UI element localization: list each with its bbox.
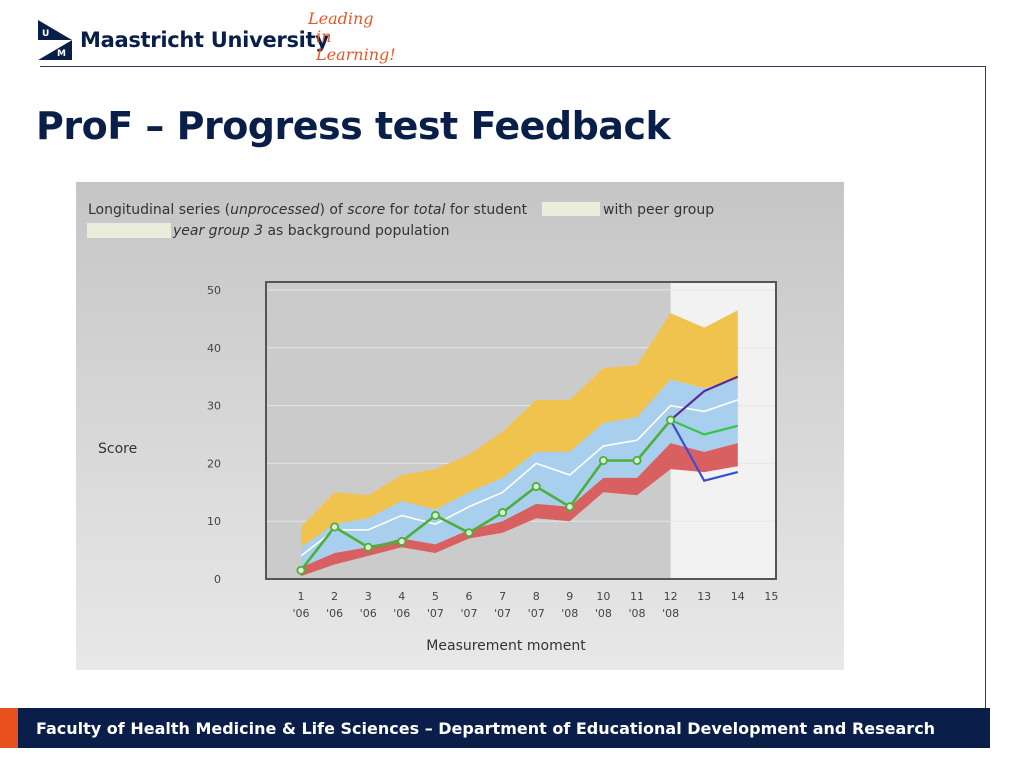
caption-text: unprocessed [230,202,319,218]
x-tick-year-label: '06 [292,607,309,620]
projection-line-green [670,419,739,436]
x-tick-label: 4 [398,590,405,603]
caption-text: for [385,202,413,218]
band-upper-quartile [301,310,738,548]
caption-text: for student [445,202,527,218]
x-tick-label: 7 [499,590,506,603]
x-tick-year-label: '06 [326,607,343,620]
y-tick-label: 10 [207,515,221,528]
x-tick-year-label: '06 [393,607,410,620]
caption-line-1: Longitudinal series (unprocessed) of sco… [88,202,528,218]
x-tick-label: 1 [298,590,305,603]
plot-area: 0 10 20 30 40 50 1 '06 2 '06 3 '06 4 '06 5 '07 6 '07 7 '07 8… [207,281,778,620]
tagline-line-1: Leading [308,9,374,28]
student-score-point [330,522,340,532]
chart-panel: Longitudinal series (unprocessed) of sco… [76,182,844,670]
student-score-point [430,510,440,520]
caption-text: ) of [319,202,347,218]
student-score-point [565,502,575,512]
x-tick-label: 11 [630,590,644,603]
caption-text: total [413,202,445,218]
logo-text: Maastricht University [80,28,329,52]
footer-text: Faculty of Health Medicine & Life Scienc… [36,718,936,738]
x-tick-label: 12 [664,590,678,603]
caption-text: score [347,202,385,218]
caption-text: as background population [263,223,450,239]
x-tick-label: 15 [764,590,778,603]
x-tick-year-label: '08 [628,607,645,620]
student-score-point [397,536,407,546]
y-tick-label: 0 [214,573,221,586]
student-score-point [296,565,306,575]
student-score-point [464,528,474,538]
footer-accent [0,708,18,748]
x-axis-label: Measurement moment [426,638,586,654]
x-tick-year-label: '07 [494,607,511,620]
x-tick-label: 8 [533,590,540,603]
student-score-point [666,415,676,425]
student-score-point [531,482,541,492]
y-tick-label: 40 [207,342,221,355]
svg-text:M: M [57,49,66,59]
x-tick-year-label: '07 [427,607,444,620]
x-tick-year-label: '08 [561,607,578,620]
y-tick-label: 20 [207,457,221,470]
university-logo: U M Maastricht University [38,18,329,62]
median-line [300,399,739,557]
projection-line-purple [669,375,739,421]
tagline-line-2: in Learning! [316,27,396,64]
x-tick-label: 9 [566,590,573,603]
x-tick-year-label: '07 [528,607,545,620]
redacted-peer-box [87,223,171,238]
redacted-student-box [542,202,600,216]
x-tick-year-label: '07 [460,607,477,620]
x-tick-year-label: '06 [360,607,377,620]
slide-title: ProF – Progress test Feedback [36,104,671,148]
band-lower [301,443,738,577]
caption-text: year group 3 [172,223,263,239]
x-tick-label: 10 [596,590,610,603]
footer-bar: Faculty of Health Medicine & Life Scienc… [0,708,990,748]
x-tick-label: 13 [697,590,711,603]
tagline: Leading in Learning! [306,9,416,64]
x-tick-label: 14 [731,590,745,603]
caption-text: Longitudinal series ( [88,202,230,218]
plot-frame [265,281,777,580]
chart-caption: Longitudinal series (unprocessed) of sco… [87,202,714,239]
caption-text: with peer group [603,202,714,218]
x-tick-label: 6 [466,590,473,603]
student-score-point [363,542,373,552]
y-axis-label: Score [98,441,137,457]
x-tick-year-label: '08 [662,607,679,620]
x-tick-year-label: '08 [595,607,612,620]
um-logo-icon: U M [38,20,72,60]
header-divider [40,66,986,67]
student-score-point [498,508,508,518]
y-tick-label: 50 [207,284,221,297]
projection-line-blue [669,419,739,483]
right-divider [985,66,986,748]
student-score-point [598,456,608,466]
x-tick-label: 2 [331,590,338,603]
svg-text:U: U [42,29,49,39]
progress-chart: Longitudinal series (unprocessed) of sco… [87,202,778,654]
caption-line-2: year group 3 as background population [172,223,450,239]
y-tick-label: 30 [207,400,221,413]
student-score-line [299,419,672,572]
band-middle [301,379,738,568]
student-score-point [632,456,642,466]
x-tick-label: 3 [365,590,372,603]
x-tick-label: 5 [432,590,439,603]
